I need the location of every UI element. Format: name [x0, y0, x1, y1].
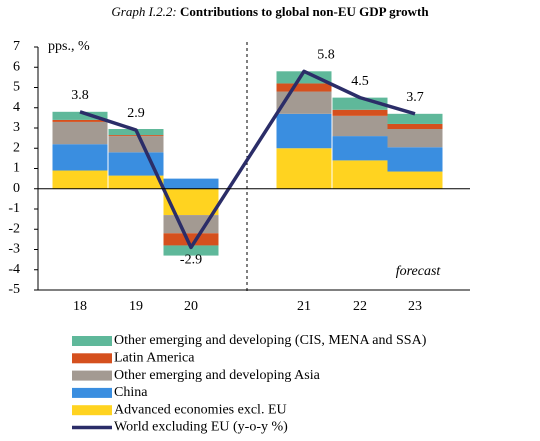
- bar-segment: [387, 129, 443, 148]
- x-tick-label: 19: [129, 299, 143, 314]
- data-label: -2.9: [180, 253, 202, 268]
- bar-segment: [387, 113, 443, 124]
- bar-segment: [52, 144, 108, 171]
- legend-label: Advanced economies excl. EU: [114, 402, 287, 417]
- title-text: Contributions to global non-EU GDP growt…: [180, 4, 429, 19]
- legend-label: Other emerging and developing (CIS, MENA…: [114, 333, 427, 348]
- y-tick-label: 2: [13, 140, 20, 155]
- bar-segment: [108, 175, 164, 189]
- data-label: 3.7: [406, 90, 424, 105]
- data-label: 5.8: [317, 48, 335, 63]
- bar-segment: [108, 135, 164, 137]
- y-tick-label: -5: [8, 282, 20, 297]
- data-label: 2.9: [127, 106, 145, 121]
- y-tick-label: -2: [8, 221, 20, 236]
- y-axis-label: pps., %: [48, 39, 90, 54]
- bar-segment: [108, 136, 164, 153]
- bar-segment: [163, 188, 219, 216]
- title-label: Graph I.2.2:: [111, 4, 176, 19]
- legend-swatch: [72, 370, 112, 381]
- bar-segment: [52, 119, 108, 122]
- y-tick-label: 5: [13, 80, 20, 95]
- y-tick-label: 4: [13, 100, 20, 115]
- bar-segment: [276, 148, 332, 189]
- bar-segment: [276, 71, 332, 84]
- bar-segment: [387, 147, 443, 172]
- bar-segment: [332, 109, 388, 116]
- data-label: 4.5: [351, 74, 369, 89]
- bar-segment: [276, 83, 332, 92]
- legend-swatch: [72, 387, 112, 398]
- bar-segment: [163, 178, 219, 189]
- legend-label: China: [114, 385, 148, 400]
- y-tick-label: -4: [8, 262, 20, 277]
- y-tick-label: 0: [13, 181, 20, 196]
- legend-label: World excluding EU (y-o-y %): [114, 420, 288, 435]
- legend-swatch: [72, 336, 112, 346]
- y-tick-label: 1: [13, 161, 20, 176]
- bar-segment: [163, 233, 219, 246]
- annotation: forecast: [396, 264, 442, 279]
- y-tick-label: 7: [13, 39, 20, 54]
- y-tick-label: 3: [13, 120, 20, 135]
- y-tick-label: -1: [8, 201, 20, 216]
- bar-segment: [332, 136, 388, 161]
- bar-segment: [276, 113, 332, 149]
- bar-segment: [52, 170, 108, 189]
- x-tick-label: 23: [408, 299, 422, 314]
- legend-swatch: [72, 405, 112, 416]
- legend-swatch: [72, 353, 112, 364]
- legend-label: Other emerging and developing Asia: [114, 368, 321, 383]
- legend-label: Latin America: [114, 351, 195, 366]
- x-tick-label: 20: [184, 299, 198, 314]
- line-series: [79, 69, 416, 250]
- bar-segment: [332, 115, 388, 137]
- bar-segment: [52, 111, 108, 120]
- bar-segment: [163, 245, 219, 256]
- bar-segment: [52, 121, 108, 145]
- x-tick-label: 18: [73, 299, 87, 314]
- bar-segment: [332, 160, 388, 189]
- chart-title: Graph I.2.2: Contributions to global non…: [111, 4, 429, 19]
- bar-segment: [387, 123, 443, 130]
- bar-segment: [387, 171, 443, 189]
- data-label: 3.8: [71, 88, 89, 103]
- x-tick-label: 21: [297, 299, 311, 314]
- bar-segment: [276, 91, 332, 114]
- y-tick-label: -3: [8, 242, 20, 257]
- x-tick-label: 22: [353, 299, 367, 314]
- y-tick-label: 6: [13, 59, 20, 74]
